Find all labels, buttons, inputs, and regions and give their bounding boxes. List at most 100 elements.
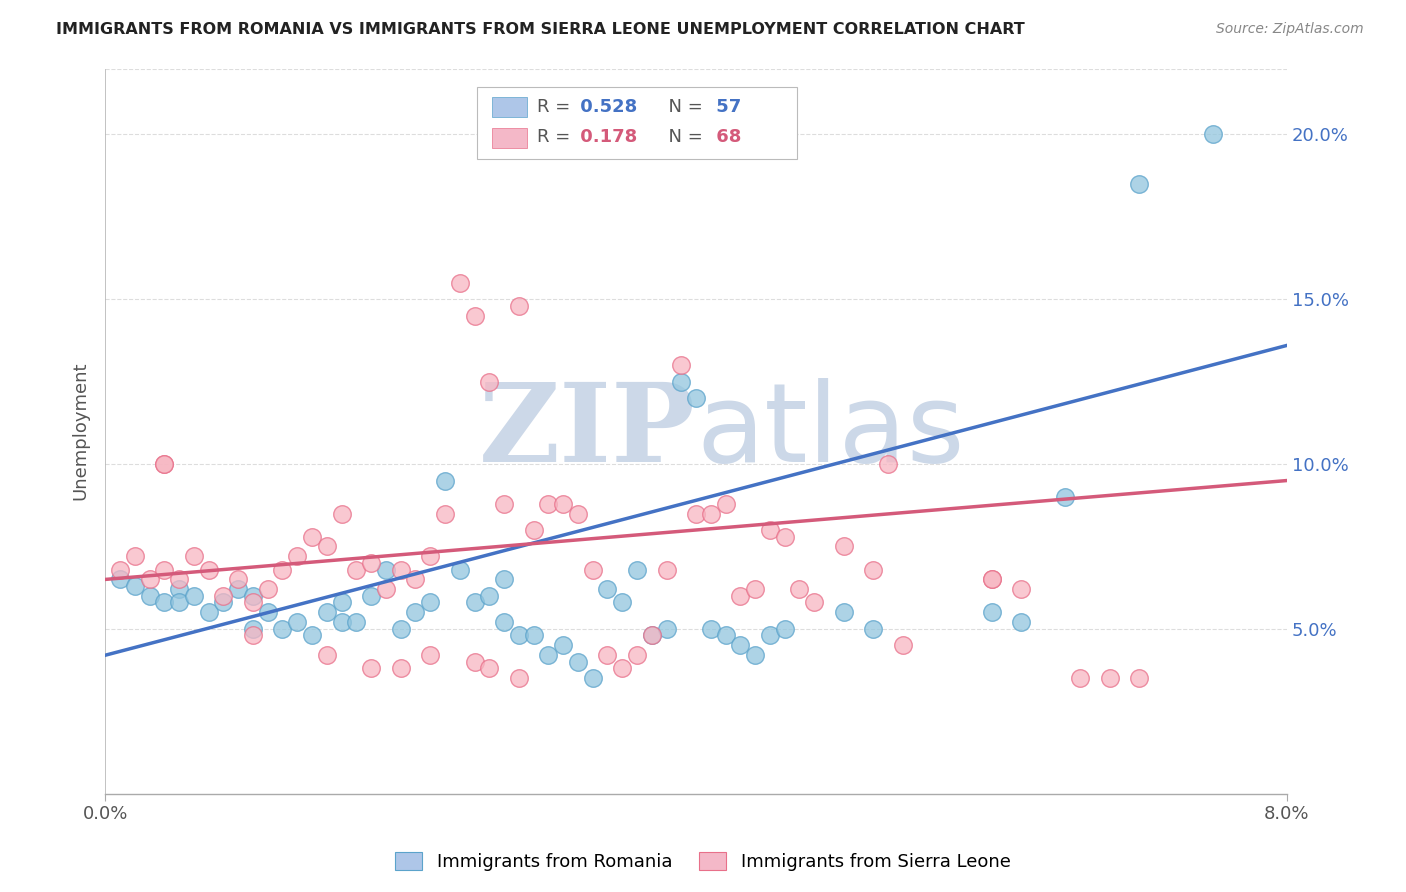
Point: [138, 589, 160, 603]
Text: 57: 57: [710, 98, 741, 116]
Point: [301, 628, 323, 642]
Point: [449, 276, 471, 290]
Point: [744, 582, 766, 597]
Point: [226, 573, 249, 587]
Point: [138, 573, 160, 587]
Text: R =: R =: [537, 128, 569, 146]
Point: [537, 497, 560, 511]
Point: [655, 622, 678, 636]
Point: [508, 671, 530, 685]
Point: [537, 648, 560, 663]
Point: [374, 582, 396, 597]
Point: [433, 474, 456, 488]
Legend: Immigrants from Romania, Immigrants from Sierra Leone: Immigrants from Romania, Immigrants from…: [388, 845, 1018, 879]
Point: [582, 562, 605, 576]
Point: [301, 530, 323, 544]
Point: [285, 549, 308, 564]
Point: [242, 628, 264, 642]
Point: [1128, 671, 1150, 685]
Point: [1202, 128, 1225, 142]
Point: [271, 562, 294, 576]
Point: [478, 589, 501, 603]
Point: [315, 606, 337, 620]
Point: [463, 655, 485, 669]
Point: [1069, 671, 1091, 685]
Point: [508, 299, 530, 313]
Point: [389, 661, 412, 675]
Point: [360, 589, 382, 603]
Point: [197, 606, 219, 620]
Point: [582, 671, 605, 685]
Point: [478, 661, 501, 675]
Point: [330, 615, 353, 630]
Point: [344, 615, 367, 630]
Point: [1010, 582, 1032, 597]
Point: [744, 648, 766, 663]
Point: [167, 582, 190, 597]
Point: [494, 615, 516, 630]
Point: [330, 507, 353, 521]
Point: [612, 595, 634, 609]
Point: [197, 562, 219, 576]
Point: [285, 615, 308, 630]
Point: [553, 638, 575, 652]
Point: [714, 628, 737, 642]
Point: [360, 661, 382, 675]
Point: [374, 562, 396, 576]
Point: [714, 497, 737, 511]
Point: [256, 606, 278, 620]
Point: [1128, 177, 1150, 191]
Point: [212, 595, 235, 609]
Point: [641, 628, 664, 642]
Text: 68: 68: [710, 128, 741, 146]
Text: 0.178: 0.178: [575, 128, 637, 146]
Point: [315, 648, 337, 663]
Point: [1010, 615, 1032, 630]
Point: [759, 628, 782, 642]
Point: [700, 622, 723, 636]
Point: [167, 595, 190, 609]
Point: [671, 358, 693, 372]
Point: [212, 589, 235, 603]
Point: [124, 549, 146, 564]
Point: [463, 309, 485, 323]
Point: [832, 540, 855, 554]
Point: [389, 562, 412, 576]
Point: [553, 497, 575, 511]
Point: [256, 582, 278, 597]
Point: [183, 589, 205, 603]
Point: [730, 589, 752, 603]
Point: [226, 582, 249, 597]
FancyBboxPatch shape: [492, 128, 527, 148]
Point: [626, 648, 648, 663]
Point: [759, 523, 782, 537]
Point: [153, 457, 176, 471]
Point: [404, 606, 426, 620]
Text: 0.528: 0.528: [575, 98, 637, 116]
Text: atlas: atlas: [696, 377, 965, 484]
Point: [862, 562, 884, 576]
Point: [330, 595, 353, 609]
Point: [153, 595, 176, 609]
Point: [655, 562, 678, 576]
Point: [626, 562, 648, 576]
Point: [494, 573, 516, 587]
Point: [685, 391, 707, 405]
Point: [315, 540, 337, 554]
Point: [153, 457, 176, 471]
Point: [419, 549, 441, 564]
Point: [730, 638, 752, 652]
Point: [523, 628, 546, 642]
Point: [567, 507, 589, 521]
Point: [183, 549, 205, 564]
Point: [108, 562, 131, 576]
Point: [832, 606, 855, 620]
Point: [478, 375, 501, 389]
Point: [419, 595, 441, 609]
Point: [404, 573, 426, 587]
Point: [773, 622, 796, 636]
Point: [508, 628, 530, 642]
Point: [242, 589, 264, 603]
Y-axis label: Unemployment: Unemployment: [72, 362, 89, 500]
Point: [789, 582, 811, 597]
